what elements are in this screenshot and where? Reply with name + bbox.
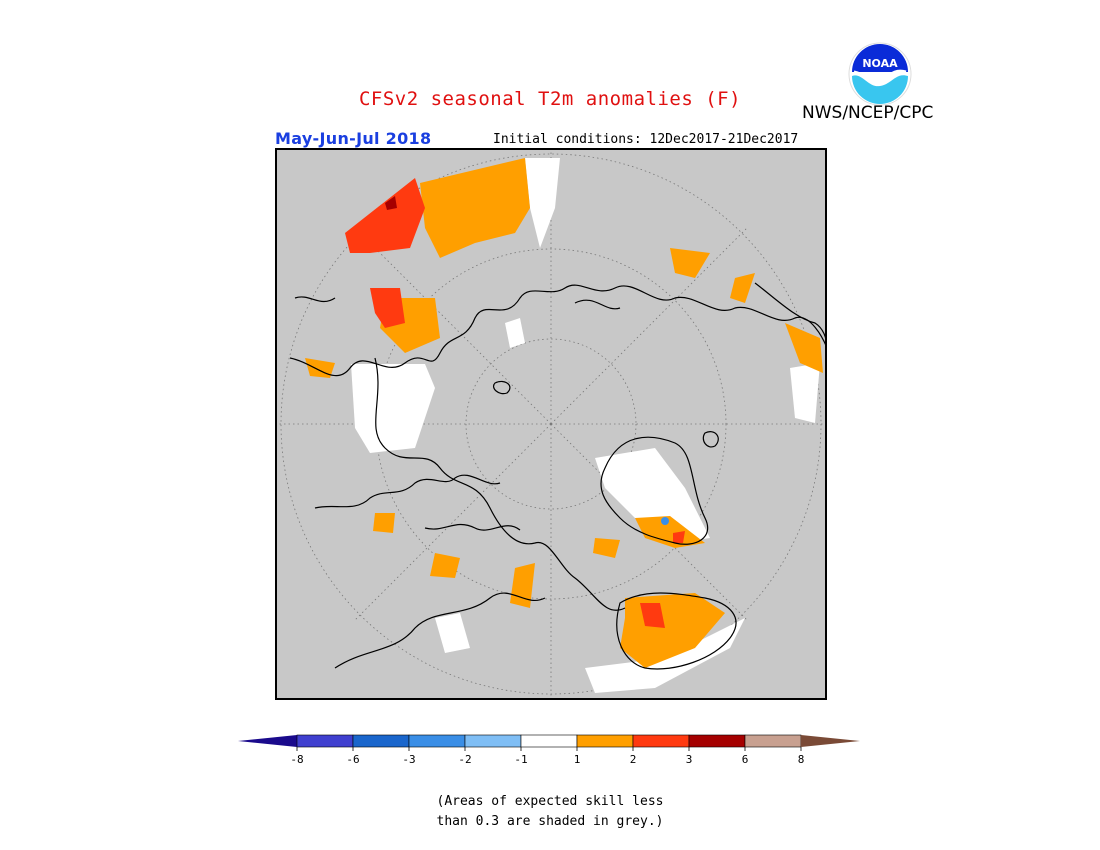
anomaly-red-regions <box>345 178 685 628</box>
colorbar-bin <box>576 734 634 748</box>
coastlines <box>289 282 827 670</box>
initial-conditions: Initial conditions: 12Dec2017-21Dec2017 <box>493 132 799 147</box>
colorbar-bin <box>464 734 522 748</box>
colorbar-bin <box>744 734 802 748</box>
colorbar-tick-label: 6 <box>742 753 749 766</box>
map-frame <box>275 148 827 700</box>
graticule <box>275 148 827 700</box>
colorbar-bin <box>520 734 578 748</box>
colorbar-tick-label: -1 <box>514 753 527 766</box>
colorbar-min-arrow <box>238 735 297 747</box>
colorbar-tick-label: 1 <box>574 753 581 766</box>
colorbar-bin <box>352 734 410 748</box>
organization-label: NWS/NCEP/CPC <box>802 103 934 123</box>
anomaly-blue-spot <box>661 517 669 525</box>
colorbar-bin <box>632 734 690 748</box>
colorbar-tick-label: -3 <box>402 753 415 766</box>
chart-title: CFSv2 seasonal T2m anomalies (F) <box>358 88 742 110</box>
logo-text: NOAA <box>862 57 898 70</box>
colorbar-legend: -8 -6 -3 -2 -1 1 2 3 6 8 <box>238 734 860 766</box>
colorbar-max-arrow <box>801 735 860 747</box>
colorbar-tick-label: 3 <box>686 753 693 766</box>
skill-note-line-1: (Areas of expected skill less <box>436 794 664 809</box>
colorbar-bin <box>408 734 466 748</box>
polar-map <box>275 148 827 700</box>
colorbar-bin <box>688 734 746 748</box>
noaa-logo-icon: NOAA <box>848 42 912 106</box>
skill-note: (Areas of expected skill less than 0.3 a… <box>0 792 1100 832</box>
colorbar-tick-label: -6 <box>346 753 359 766</box>
colorbar-tick-label: -8 <box>290 753 303 766</box>
colorbar-tick-label: 8 <box>798 753 805 766</box>
colorbar-tick-label: 2 <box>630 753 637 766</box>
forecast-period: May-Jun-Jul 2018 <box>275 129 432 148</box>
colorbar-tick-label: -2 <box>458 753 471 766</box>
anomaly-darkred-regions <box>385 196 397 210</box>
colorbar-bin <box>296 734 354 748</box>
skill-note-line-2: than 0.3 are shaded in grey.) <box>436 814 664 829</box>
